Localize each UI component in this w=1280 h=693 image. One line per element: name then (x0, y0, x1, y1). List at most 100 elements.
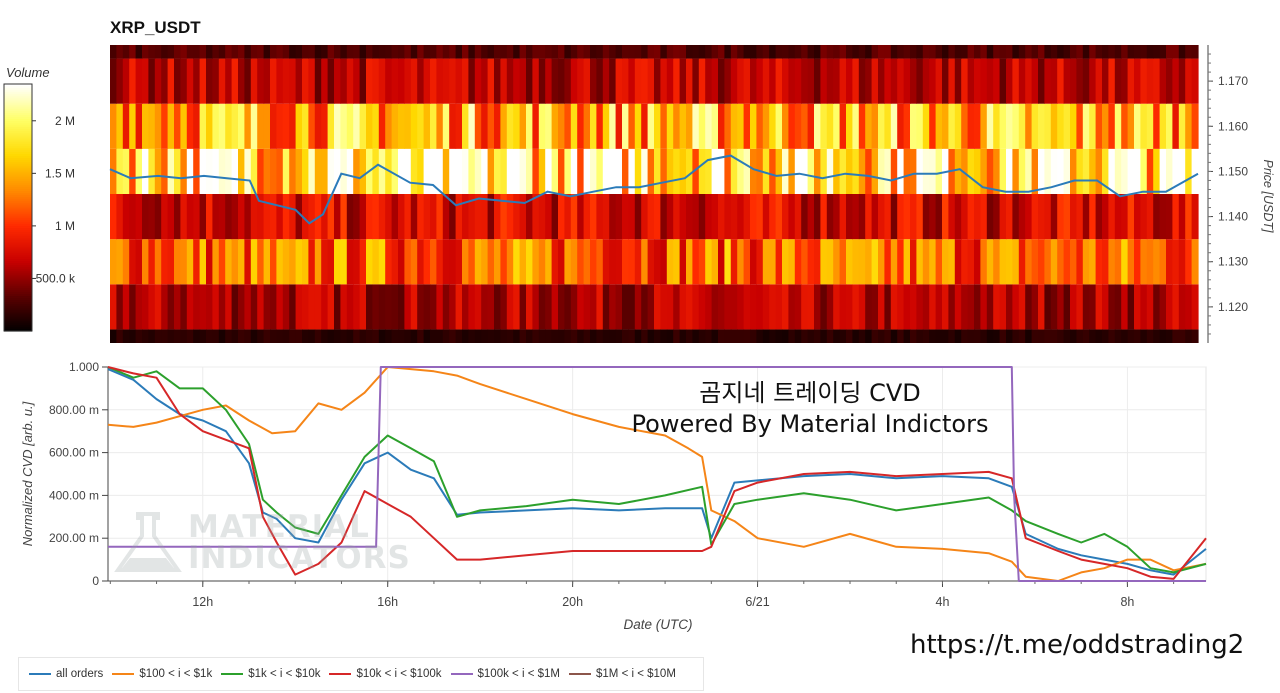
heatmap-cell-band-2 (308, 239, 316, 285)
heatmap-cell-band-3 (1070, 194, 1077, 240)
heatmap-cell-band-0 (334, 329, 341, 343)
heatmap-cell-band-1 (1006, 284, 1013, 330)
colorbar-swatch (4, 211, 32, 215)
heatmap-cell-band-1 (289, 284, 297, 330)
heatmap-cell-band-3 (161, 194, 169, 240)
heatmap-cell-band-7 (871, 45, 879, 59)
heatmap-cell-band-0 (980, 329, 988, 343)
heatmap-cell-band-7 (897, 45, 905, 59)
heatmap-cell-band-4 (564, 148, 572, 194)
legend-item[interactable]: all orders (29, 668, 103, 680)
heatmap-cell-band-3 (1082, 194, 1090, 240)
heatmap-cell-band-2 (442, 239, 450, 285)
heatmap-cell-band-7 (634, 45, 642, 59)
heatmap-cell-band-0 (878, 329, 885, 343)
heatmap-cell-band-4 (609, 148, 617, 194)
heatmap-cell-band-0 (327, 329, 335, 343)
heatmap-cell-band-7 (1127, 45, 1135, 59)
colorbar-tick-label: 1 M (55, 219, 75, 233)
heatmap-cell-band-5 (583, 103, 591, 149)
heatmap-cell-band-0 (513, 329, 521, 343)
heatmap-cell-band-6 (1063, 58, 1071, 104)
heatmap-cell-band-6 (212, 58, 220, 104)
heatmap-cell-band-5 (679, 103, 687, 149)
heatmap-cell-band-6 (506, 58, 514, 104)
heatmap-cell-band-6 (218, 58, 226, 104)
heatmap-cell-band-1 (1050, 284, 1058, 330)
heatmap-cell-band-1 (359, 284, 367, 330)
heatmap-cell-band-2 (954, 239, 962, 285)
heatmap-cell-band-5 (423, 103, 431, 149)
heatmap-cell-band-2 (1166, 239, 1173, 285)
legend-item[interactable]: $100k < i < $1M (450, 668, 560, 680)
heatmap-cell-band-1 (750, 284, 757, 330)
heatmap-cell-band-6 (590, 58, 597, 104)
heatmap-cell-band-7 (391, 45, 399, 59)
heatmap-cell-band-3 (986, 194, 994, 240)
heatmap-cell-band-7 (1102, 45, 1109, 59)
legend-item[interactable]: $10k < i < $100k (329, 668, 442, 680)
colorbar-swatch (4, 287, 32, 291)
heatmap-cell-band-4 (871, 148, 879, 194)
heatmap-cell-band-6 (615, 58, 623, 104)
heatmap-cell-band-7 (468, 45, 476, 59)
telegram-link[interactable]: https://t.me/oddstrading2 (910, 630, 1245, 660)
heatmap-cell-band-1 (449, 284, 457, 330)
heatmap-cell-band-1 (929, 284, 937, 330)
heatmap-cell-band-1 (974, 284, 981, 330)
colorbar-swatch (4, 236, 32, 239)
heatmap-cell-band-3 (878, 194, 885, 240)
legend-item[interactable]: $100 < i < $1k (112, 668, 212, 680)
heatmap-cell-band-1 (1025, 284, 1033, 330)
heatmap-cell-band-4 (462, 148, 469, 194)
heatmap-cell-band-2 (871, 239, 879, 285)
heatmap-cell-band-5 (519, 103, 527, 149)
heatmap-cell-band-0 (916, 329, 924, 343)
heatmap-cell-band-0 (1095, 329, 1103, 343)
heatmap-cell-band-0 (250, 329, 258, 343)
heatmap-cell-band-3 (724, 194, 732, 240)
heatmap-cell-band-5 (263, 103, 271, 149)
heatmap-cell-band-5 (1076, 103, 1084, 149)
heatmap-cell-band-4 (1082, 148, 1090, 194)
heatmap-cell-band-3 (916, 194, 924, 240)
heatmap-cell-band-3 (122, 194, 130, 240)
heatmap-cell-band-1 (743, 284, 751, 330)
heatmap-cell-band-3 (1038, 194, 1045, 240)
heatmap-cell-band-6 (903, 58, 911, 104)
heatmap-cell-band-4 (225, 148, 233, 194)
heatmap-cell-band-4 (129, 148, 137, 194)
heatmap-cell-band-7 (538, 45, 546, 59)
heatmap-cell-band-0 (698, 329, 706, 343)
heatmap-cell-band-4 (1038, 148, 1045, 194)
heatmap-cell-band-7 (449, 45, 457, 59)
heatmap-cell-band-4 (257, 148, 265, 194)
cvd-x-tick-label: 6/21 (745, 595, 769, 609)
heatmap-cell-band-0 (935, 329, 943, 343)
heatmap-cell-band-3 (462, 194, 469, 240)
heatmap-cell-band-6 (167, 58, 175, 104)
heatmap-cell-band-0 (948, 329, 956, 343)
heatmap-cell-band-4 (545, 148, 553, 194)
heatmap-cell-band-3 (807, 194, 815, 240)
heatmap-cell-band-2 (500, 239, 508, 285)
heatmap-cell-band-3 (391, 194, 399, 240)
heatmap-cell-band-0 (206, 329, 213, 343)
legend-item[interactable]: $1k < i < $10k (221, 668, 320, 680)
heatmap-cell-band-2 (334, 239, 341, 285)
heatmap-cell-band-7 (1012, 45, 1020, 59)
legend-item[interactable]: $1M < i < $10M (569, 668, 676, 680)
heatmap-cell-band-1 (532, 284, 540, 330)
heatmap-cell-band-2 (775, 239, 783, 285)
colorbar-swatch (4, 258, 32, 262)
heatmap-cell-band-6 (1089, 58, 1097, 104)
heatmap-cell-band-5 (698, 103, 706, 149)
heatmap-cell-band-5 (391, 103, 399, 149)
heatmap-cell-band-7 (974, 45, 981, 59)
colorbar-swatch (4, 162, 32, 165)
colorbar-swatch (4, 238, 32, 242)
colorbar-swatch (4, 84, 32, 87)
heatmap-cell-band-3 (654, 194, 661, 240)
heatmap-cell-band-2 (519, 239, 527, 285)
heatmap-cell-band-1 (519, 284, 527, 330)
